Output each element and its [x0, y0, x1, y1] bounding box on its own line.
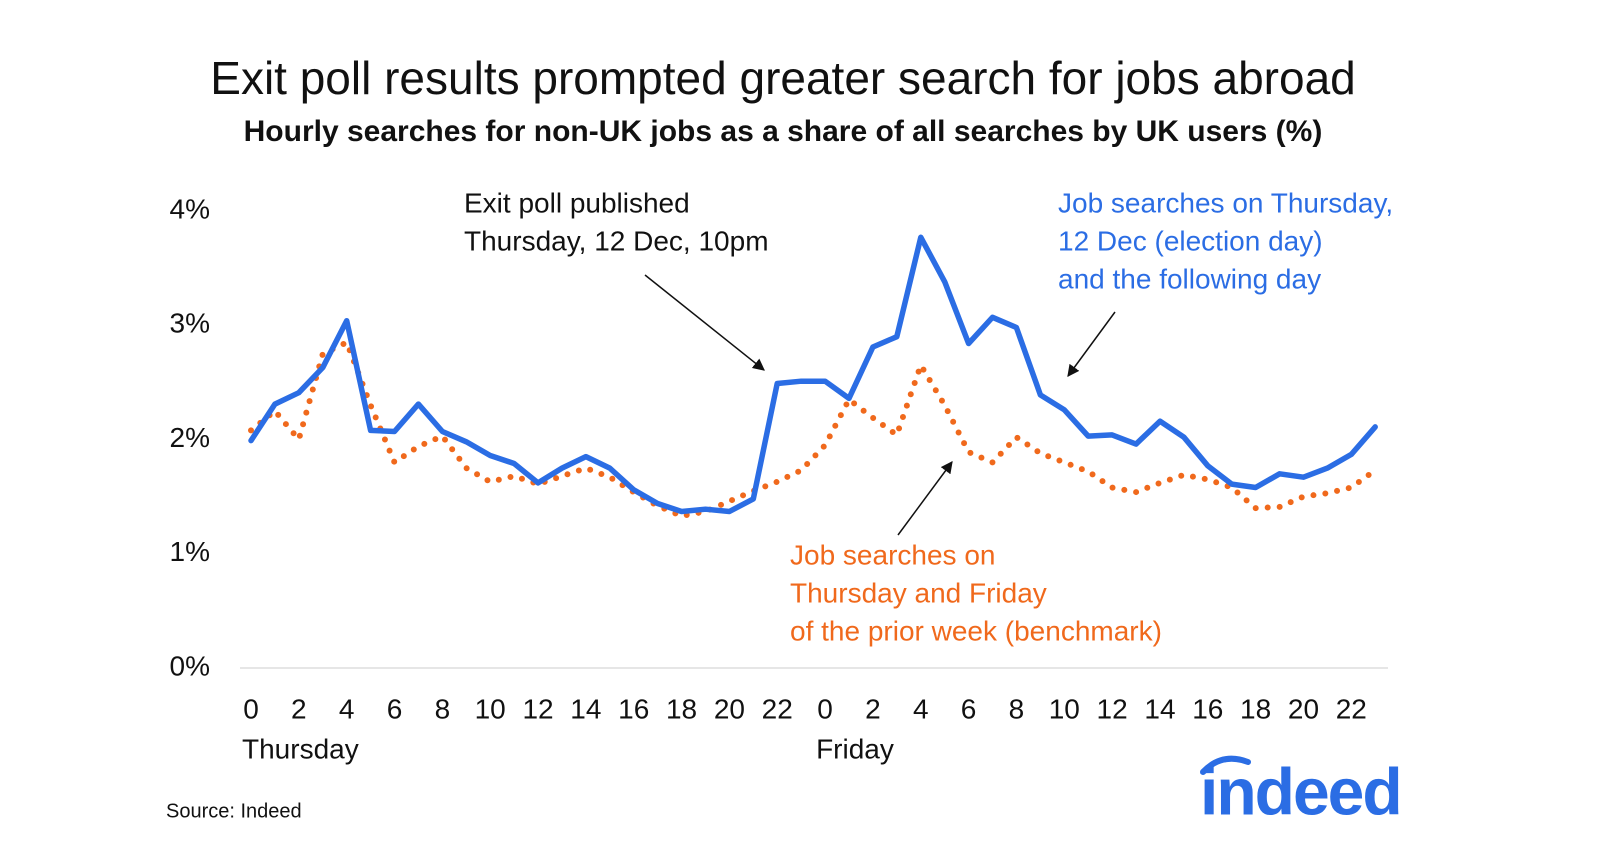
x-tick-label: 14: [1144, 693, 1175, 724]
day-label: Friday: [816, 733, 894, 764]
x-tick-label: 10: [1049, 693, 1080, 724]
arrow: [644, 274, 765, 371]
chart-subtitle: Hourly searches for non-UK jobs as a sha…: [244, 115, 1323, 148]
x-tick-label: 18: [666, 693, 697, 724]
x-tick-label: 2: [865, 693, 881, 724]
x-tick-label: 6: [961, 693, 977, 724]
arrow: [897, 461, 953, 536]
arrow: [1067, 311, 1116, 377]
x-tick-label: 12: [1097, 693, 1128, 724]
x-tick-label: 16: [618, 693, 649, 724]
y-tick-label: 2%: [170, 422, 210, 453]
series-label: 12 Dec (election day): [1058, 225, 1323, 256]
day-label: Thursday: [242, 733, 359, 764]
x-tick-label: 18: [1240, 693, 1271, 724]
x-tick-label: 10: [475, 693, 506, 724]
source: Source: Indeed: [166, 800, 302, 822]
series-line: [248, 339, 1379, 519]
x-tick-label: 6: [387, 693, 403, 724]
x-tick-label: 14: [570, 693, 601, 724]
x-tick-label: 20: [714, 693, 745, 724]
x-tick-label: 4: [339, 693, 355, 724]
x-tick-label: 0: [243, 693, 259, 724]
series-line: [248, 234, 1378, 515]
series-label: and the following day: [1058, 263, 1321, 294]
x-tick-label: 22: [762, 693, 793, 724]
x-tick-label: 4: [913, 693, 929, 724]
series-label: Job searches on: [790, 539, 995, 570]
x-tick-label: 2: [291, 693, 307, 724]
series-label: Job searches on Thursday,: [1058, 187, 1393, 218]
y-tick-label: 0%: [170, 650, 210, 681]
x-tick-label: 22: [1336, 693, 1367, 724]
series-label: of the prior week (benchmark): [790, 615, 1162, 646]
x-tick-label: 12: [522, 693, 553, 724]
x-tick-label: 8: [435, 693, 451, 724]
y-tick-label: 1%: [170, 536, 210, 567]
x-tick-label: 0: [817, 693, 833, 724]
x-tick-label: 16: [1192, 693, 1223, 724]
series-label: Thursday and Friday: [790, 577, 1047, 608]
y-tick-label: 4%: [170, 193, 210, 224]
x-tick-label: 8: [1009, 693, 1025, 724]
logo-arc: [1200, 755, 1251, 775]
x-tick-label: 20: [1288, 693, 1319, 724]
chart-title: Exit poll results prompted greater searc…: [210, 52, 1355, 104]
annotation: Thursday, 12 Dec, 10pm: [464, 225, 769, 256]
y-tick-label: 3%: [170, 308, 210, 339]
logo: indeed: [1200, 754, 1401, 828]
annotation: Exit poll published: [464, 187, 690, 218]
